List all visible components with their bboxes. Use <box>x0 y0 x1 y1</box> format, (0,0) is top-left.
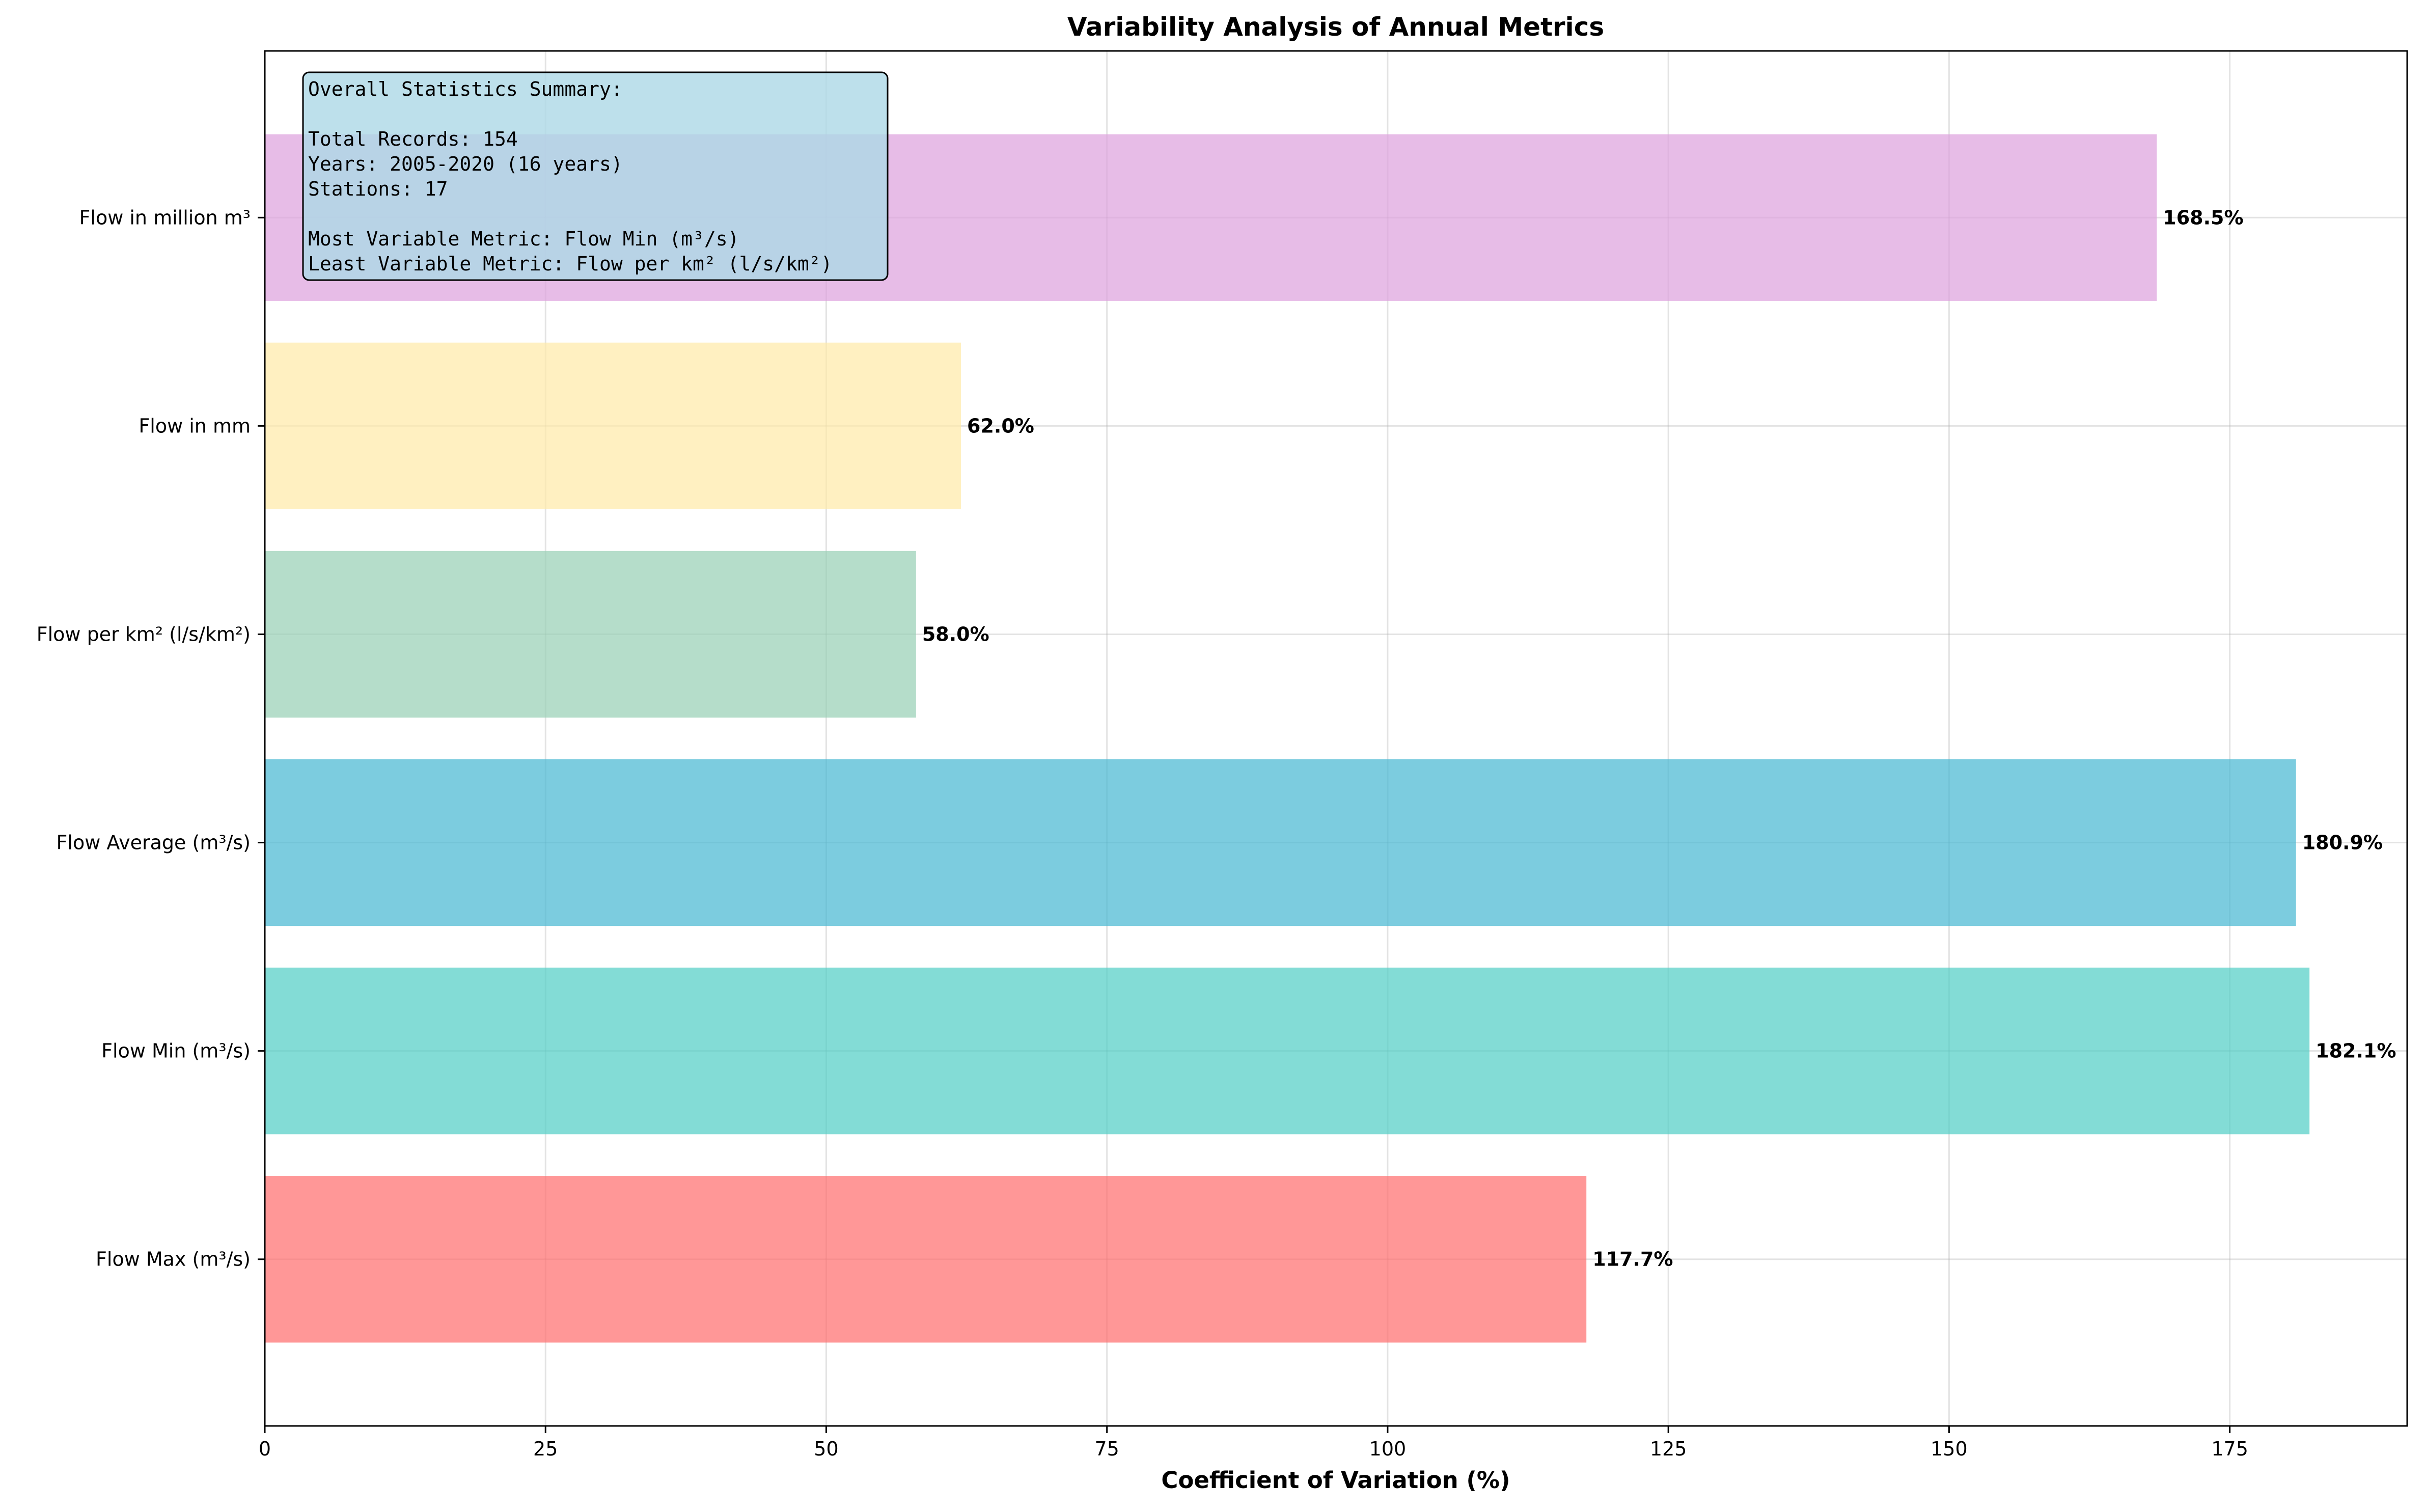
summary-line: Stations: 17 <box>308 178 448 200</box>
x-tick-label: 0 <box>259 1438 271 1460</box>
summary-line: Total Records: 154 <box>308 128 518 150</box>
bar <box>265 342 961 509</box>
y-tick-label: Flow Average (m³/s) <box>57 832 251 854</box>
summary-box: Overall Statistics Summary: Total Records… <box>302 71 889 281</box>
x-tick-label: 150 <box>1931 1438 1968 1460</box>
y-tick-label: Flow in million m³ <box>79 206 251 229</box>
y-tick-label: Flow in mm <box>139 415 251 437</box>
axes: 0 25 50 75 100 125 150 175 Flow Max (m³/s) Flow M… <box>37 50 2408 1460</box>
y-tick-label: Flow per km² (l/s/km²) <box>37 623 251 645</box>
summary-box-background <box>302 71 889 281</box>
plot-frame <box>264 50 2408 1427</box>
bar-value-label: 180.9% <box>2302 832 2383 854</box>
bar-value-label: 117.7% <box>1592 1248 1673 1271</box>
bar-value-label: 168.5% <box>2163 206 2243 229</box>
data-labels: 117.7% 182.1% 180.9% 58.0% 62.0% 168.5% <box>922 206 2396 1270</box>
chart-title: Variability Analysis of Annual Metrics <box>1067 12 1604 42</box>
bar-value-label: 58.0% <box>922 623 989 645</box>
bar <box>265 551 916 718</box>
x-tick-label: 175 <box>2211 1438 2248 1460</box>
y-tick-label: Flow Min (m³/s) <box>101 1040 251 1062</box>
bar-value-label: 182.1% <box>2316 1040 2396 1062</box>
bar-value-label: 62.0% <box>967 415 1034 437</box>
x-tick-label: 50 <box>814 1438 838 1460</box>
bar <box>265 759 2296 926</box>
summary-line: Least Variable Metric: Flow per km² (l/s… <box>308 253 833 275</box>
bars <box>265 134 2310 1343</box>
x-tick-label: 25 <box>533 1438 558 1460</box>
x-tick-label: 75 <box>1095 1438 1119 1460</box>
summary-line: Years: 2005-2020 (16 years) <box>308 153 623 175</box>
x-axis-label: Coefficient of Variation (%) <box>1161 1467 1510 1494</box>
summary-line: Overall Statistics Summary: <box>308 78 623 100</box>
bar <box>265 968 2310 1135</box>
bar <box>265 1176 1587 1343</box>
x-tick-label: 125 <box>1650 1438 1687 1460</box>
x-tick-label: 100 <box>1369 1438 1407 1460</box>
summary-line: Most Variable Metric: Flow Min (m³/s) <box>308 228 739 250</box>
y-tick-label: Flow Max (m³/s) <box>96 1248 251 1271</box>
